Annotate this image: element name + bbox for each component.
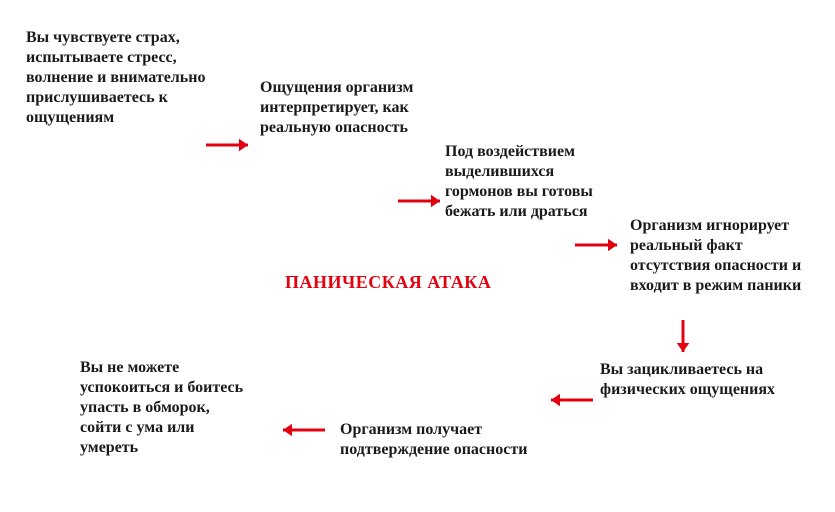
flow-node-n1: Вы чувствуете страх, испытываете стресс,…	[26, 28, 246, 128]
flow-node-n3: Под воздействием выделившихся гормонов в…	[445, 142, 620, 222]
arrow-right-icon	[564, 234, 628, 256]
arrow-left-icon	[272, 419, 336, 441]
diagram-title: ПАНИЧЕСКАЯ АТАКА	[285, 272, 491, 293]
flow-node-n5: Вы зацикливаетесь на физических ощущения…	[600, 360, 805, 400]
arrow-left-icon	[540, 389, 604, 411]
flow-node-n7: Вы не можете успокоиться и боитесь упаст…	[80, 358, 255, 458]
arrow-right-icon	[387, 190, 451, 212]
flow-node-n4: Организм игнорирует реальный факт отсутс…	[630, 216, 815, 296]
flow-node-n6: Организм получает подтверждение опасност…	[340, 420, 530, 460]
arrow-down-icon	[672, 309, 694, 363]
arrow-right-icon	[195, 134, 259, 156]
flow-node-n2: Ощущения организм интерпретирует, как ре…	[260, 78, 430, 138]
